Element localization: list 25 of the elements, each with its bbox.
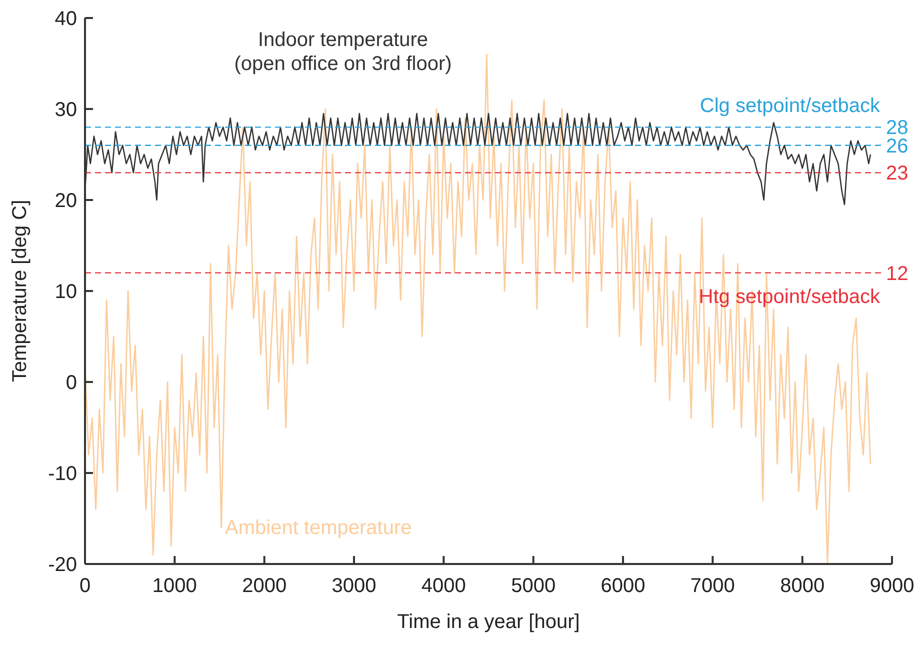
x-tick-label: 1000 xyxy=(152,575,197,597)
y-axis-title: Temperature [deg C] xyxy=(9,200,31,382)
x-tick-label: 3000 xyxy=(332,575,376,597)
x-tick-label: 9000 xyxy=(870,575,914,597)
y-tick-label: 0 xyxy=(66,372,77,394)
y-tick-label: -20 xyxy=(48,554,77,576)
y-tick-label: 10 xyxy=(54,281,77,303)
x-tick-label: 2000 xyxy=(242,575,287,597)
ref-line-label: 23 xyxy=(886,162,908,185)
y-tick-label: 30 xyxy=(54,99,77,121)
x-tick-label: 4000 xyxy=(421,575,466,597)
annotation: Htg setpoint/setback xyxy=(698,286,881,308)
x-tick-label: 6000 xyxy=(600,575,646,597)
annotation: Clg setpoint/setback xyxy=(700,95,881,118)
y-tick-label: 20 xyxy=(54,190,77,212)
x-tick-label: 7000 xyxy=(690,575,735,597)
y-tick-label: 40 xyxy=(54,8,77,30)
x-axis-title: Time in a year [hour] xyxy=(397,611,580,633)
text: Indoor temperature (open office on 3rd floor) xyxy=(234,29,452,75)
y-tick-label: -10 xyxy=(48,463,77,485)
ref-line-label: 12 xyxy=(886,262,908,285)
x-tick-label: 5000 xyxy=(511,575,556,597)
x-tick-label: 8000 xyxy=(780,575,825,597)
series-label: Ambient temperature xyxy=(225,517,412,539)
x-tick-label: 0 xyxy=(79,575,91,597)
